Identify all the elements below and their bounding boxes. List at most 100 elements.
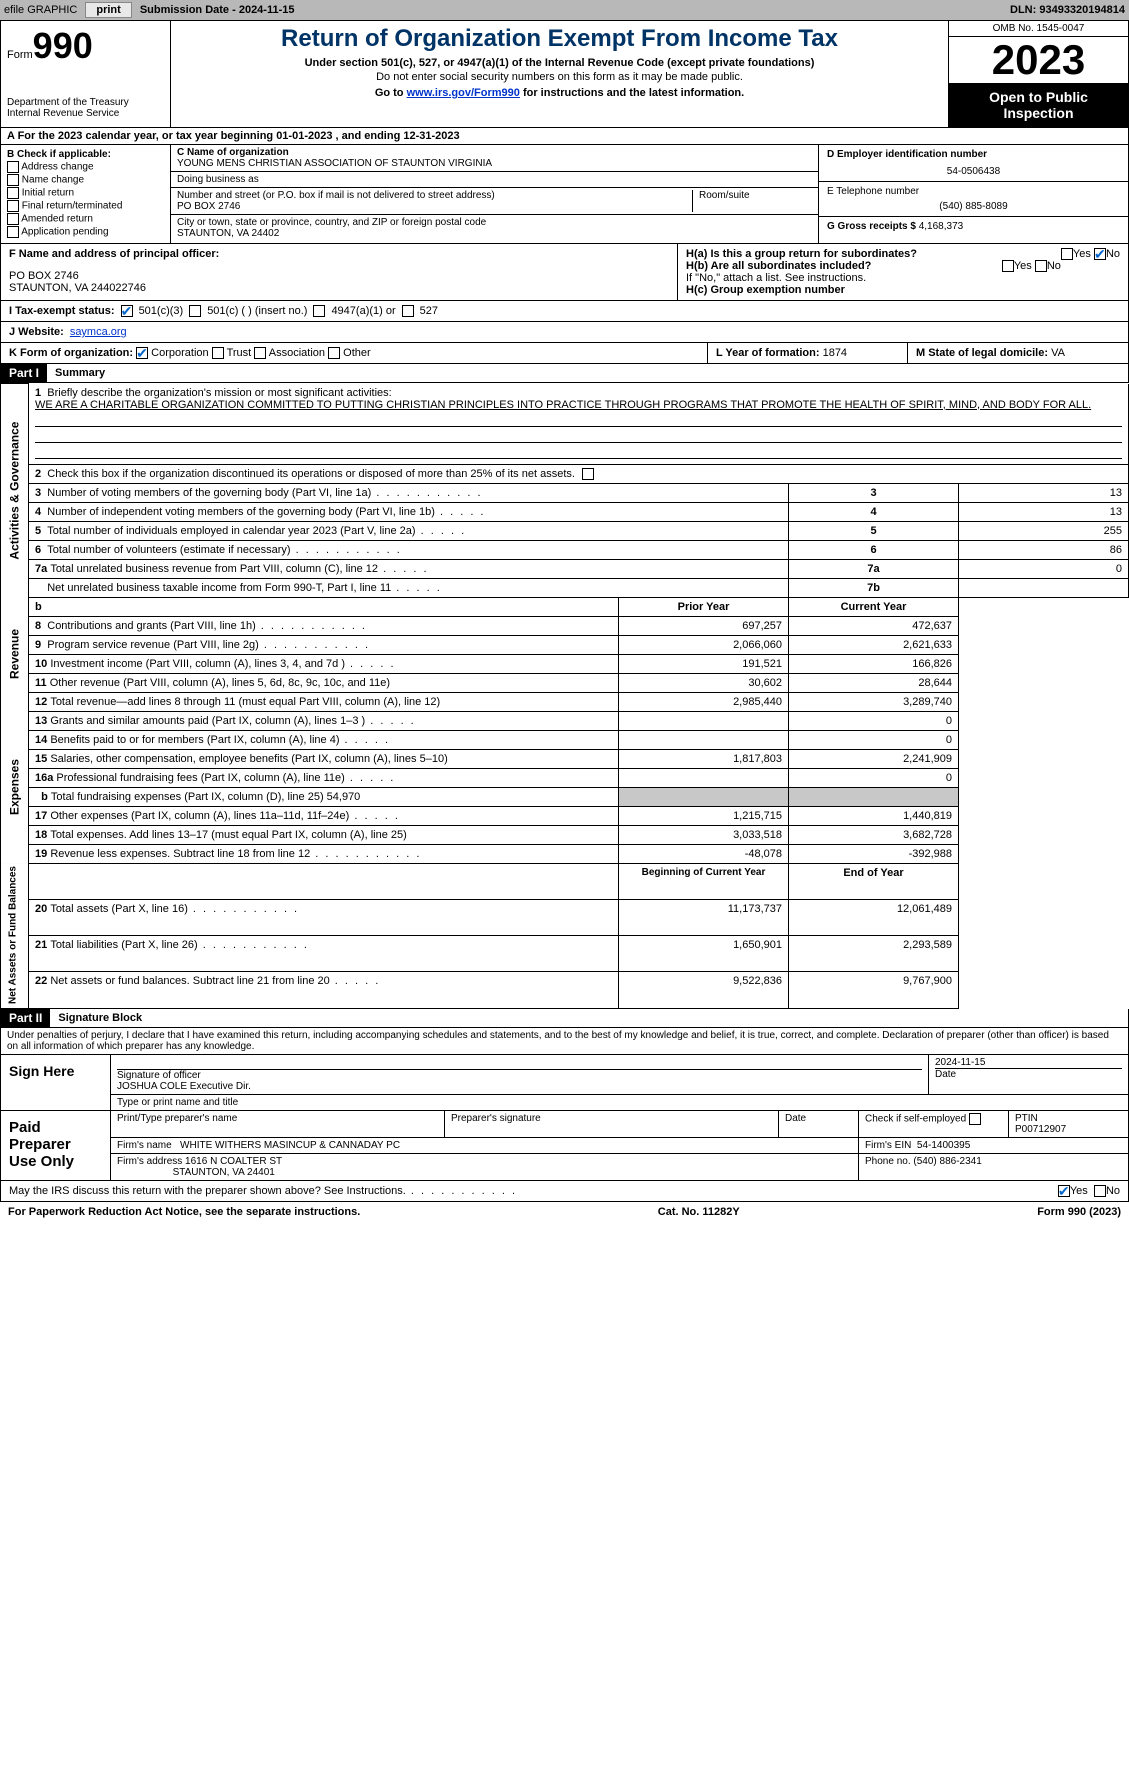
firm-phone: (540) 886-2341 (913, 1156, 981, 1167)
hb-note: If "No," attach a list. See instructions… (686, 272, 1120, 284)
org-address: PO BOX 2746 (177, 201, 692, 212)
ck-trust[interactable] (212, 347, 224, 359)
officer-grid: F Name and address of principal officer:… (0, 244, 1129, 301)
ck-4947[interactable] (313, 305, 325, 317)
row-a-period: A For the 2023 calendar year, or tax yea… (0, 128, 1129, 145)
gross-value: 4,168,373 (919, 221, 964, 232)
ein-label: D Employer identification number (827, 149, 1120, 160)
ck-501c[interactable] (189, 305, 201, 317)
sign-here-label: Sign Here (1, 1055, 111, 1110)
website-label: J Website: (9, 326, 64, 338)
year-formation: 1874 (823, 347, 847, 359)
ck-name[interactable] (7, 174, 19, 186)
print-button[interactable]: print (85, 2, 131, 18)
q1-answer: WE ARE A CHARITABLE ORGANIZATION COMMITT… (35, 399, 1091, 411)
website-link[interactable]: saymca.org (70, 326, 127, 338)
hc-label: H(c) Group exemption number (686, 284, 845, 296)
firm-addr2: STAUNTON, VA 24401 (173, 1167, 275, 1178)
irs-link[interactable]: www.irs.gov/Form990 (407, 87, 520, 99)
ck-final[interactable] (7, 200, 19, 212)
phone-value: (540) 885-8089 (827, 201, 1120, 212)
officer-name: JOSHUA COLE Executive Dir. (117, 1081, 922, 1092)
omb-number: OMB No. 1545-0047 (949, 21, 1128, 37)
ssn-warning: Do not enter social security numbers on … (179, 71, 940, 83)
form-word: Form (7, 49, 33, 61)
phone-label: E Telephone number (827, 186, 1120, 197)
firm-phone-label: Phone no. (865, 1156, 911, 1167)
org-city: STAUNTON, VA 24402 (177, 228, 812, 239)
ck-assoc[interactable] (254, 347, 266, 359)
ptin-label: PTIN (1015, 1113, 1122, 1124)
boy-hdr: Beginning of Current Year (619, 863, 789, 899)
footer-mid: Cat. No. 11282Y (658, 1206, 740, 1218)
ck-self-employed[interactable] (969, 1113, 981, 1125)
discuss-no[interactable] (1094, 1185, 1106, 1197)
year-formation-label: L Year of formation: (716, 347, 820, 359)
officer-addr2: STAUNTON, VA 244022746 (9, 282, 669, 294)
info-grid: B Check if applicable: Address change Na… (0, 145, 1129, 244)
hb-label: H(b) Are all subordinates included? (686, 260, 871, 272)
addr-label: Number and street (or P.O. box if mail i… (177, 190, 692, 201)
prep-name-label: Print/Type preparer's name (111, 1111, 444, 1137)
vert-netassets: Net Assets or Fund Balances (1, 863, 29, 1008)
ck-527[interactable] (402, 305, 414, 317)
room-label: Room/suite (692, 190, 812, 212)
box-b: B Check if applicable: Address change Na… (1, 145, 171, 243)
korg-label: K Form of organization: (9, 347, 133, 359)
gross-label: G Gross receipts $ (827, 221, 916, 232)
dept-irs: Internal Revenue Service (7, 108, 164, 119)
officer-label: F Name and address of principal officer: (9, 248, 669, 260)
discuss-row: May the IRS discuss this return with the… (0, 1181, 1129, 1202)
box-b-hdr: B Check if applicable: (7, 149, 164, 160)
ck-q2[interactable] (582, 468, 594, 480)
ha-no[interactable] (1094, 248, 1106, 260)
tax-status-row: I Tax-exempt status: 501(c)(3) 501(c) ( … (0, 301, 1129, 322)
form-header: Form990 Department of the Treasury Inter… (0, 20, 1129, 128)
ck-corp[interactable] (136, 347, 148, 359)
form-subtitle: Under section 501(c), 527, or 4947(a)(1)… (179, 57, 940, 69)
firm-addr1: 1616 N COALTER ST (185, 1156, 282, 1167)
form-title: Return of Organization Exempt From Incom… (179, 25, 940, 53)
ck-initial[interactable] (7, 187, 19, 199)
paid-preparer-label: Paid Preparer Use Only (1, 1111, 111, 1180)
sig-date-val: 2024-11-15 (935, 1057, 1122, 1068)
prior-year-hdr: Prior Year (619, 597, 789, 616)
hb-no[interactable] (1035, 260, 1047, 272)
ein-value: 54-0506438 (827, 166, 1120, 177)
ck-amended[interactable] (7, 213, 19, 225)
tax-year: 2023 (949, 37, 1128, 83)
part1-bar: Part I Summary (0, 364, 1129, 383)
top-toolbar: efile GRAPHIC print Submission Date - 20… (0, 0, 1129, 20)
website-row: J Website: saymca.org (0, 322, 1129, 343)
part1-hdr: Part I (1, 364, 47, 382)
submission-date: Submission Date - 2024-11-15 (140, 4, 295, 16)
firm-ein: 54-1400395 (917, 1140, 970, 1151)
efile-label: efile GRAPHIC (4, 4, 77, 16)
prep-sig-label: Preparer's signature (444, 1111, 778, 1137)
sig-date-label: Date (935, 1068, 1122, 1080)
q1-label: Briefly describe the organization's miss… (47, 387, 391, 399)
ha-label: H(a) Is this a group return for subordin… (686, 248, 917, 260)
ck-other[interactable] (328, 347, 340, 359)
ck-address[interactable] (7, 161, 19, 173)
ck-pending[interactable] (7, 226, 19, 238)
k-org-row: K Form of organization: Corporation Trus… (0, 343, 1129, 364)
footer-right: Form 990 (2023) (1037, 1206, 1121, 1218)
firm-name: WHITE WITHERS MASINCUP & CANNADAY PC (180, 1140, 400, 1151)
vert-revenue: Revenue (1, 597, 29, 711)
dept-treasury: Department of the Treasury (7, 97, 164, 108)
part2-bar: Part II Signature Block (0, 1009, 1129, 1028)
ptin-value: P00712907 (1015, 1124, 1122, 1135)
dln-label: DLN: 93493320194814 (1010, 4, 1125, 16)
ha-yes[interactable] (1061, 248, 1073, 260)
summary-table: Activities & Governance 1 Briefly descri… (0, 383, 1129, 1009)
vert-governance: Activities & Governance (1, 384, 29, 598)
current-year-hdr: Current Year (789, 597, 959, 616)
name-label: C Name of organization (177, 147, 812, 158)
dba-label: Doing business as (177, 174, 259, 185)
officer-addr1: PO BOX 2746 (9, 270, 669, 282)
eoy-hdr: End of Year (789, 863, 959, 899)
hb-yes[interactable] (1002, 260, 1014, 272)
ck-501c3[interactable] (121, 305, 133, 317)
discuss-yes[interactable] (1058, 1185, 1070, 1197)
